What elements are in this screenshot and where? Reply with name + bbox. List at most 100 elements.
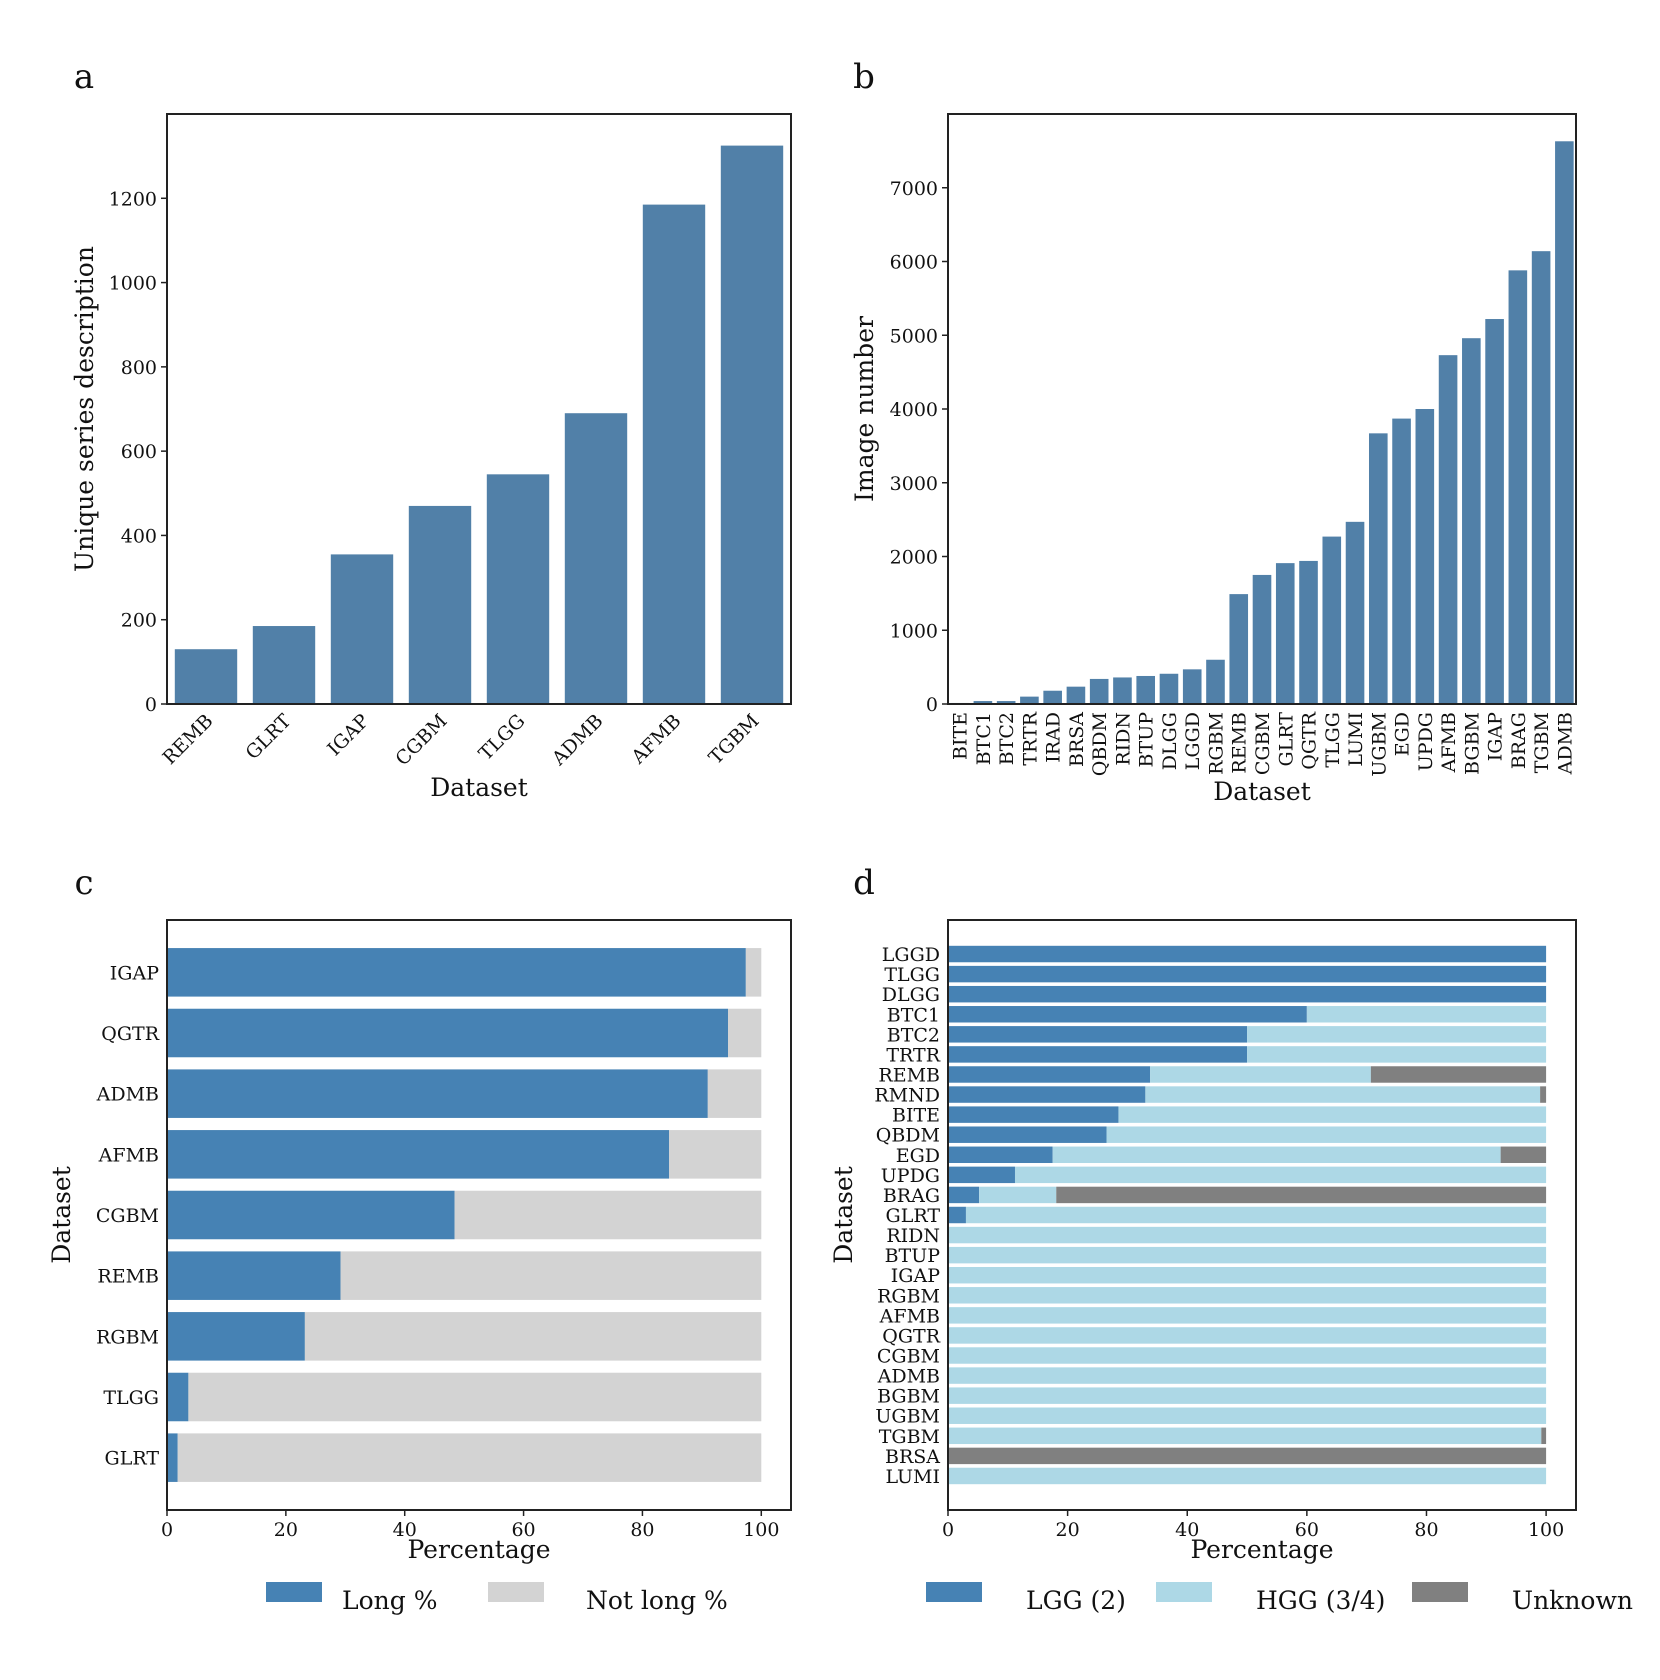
- x-tick-label: ADMB: [547, 710, 607, 770]
- x-tick-label: LUMI: [1345, 712, 1367, 767]
- x-tick-label: 0: [161, 1519, 173, 1541]
- bar-brag-unknown: [1056, 1186, 1547, 1204]
- x-tick-label: 100: [743, 1519, 779, 1541]
- bar-igap: [330, 554, 394, 704]
- x-tick-label: BRSA: [1066, 712, 1088, 767]
- x-tick-label: EGD: [1392, 712, 1414, 756]
- bar-egd-unknown: [1500, 1146, 1547, 1164]
- y-axis-title: Unique series description: [70, 246, 99, 572]
- bar-lumi: [1345, 521, 1365, 704]
- bar-trtr: [1020, 696, 1039, 704]
- y-tick-label: GLRT: [105, 1448, 160, 1470]
- bar-lggd-lgg-2: [948, 945, 1547, 963]
- y-tick-label: DLGG: [882, 984, 940, 1006]
- bar-cgbm-long: [167, 1190, 455, 1240]
- x-tick-label: 80: [1414, 1519, 1438, 1541]
- y-tick-label: TLGG: [103, 1387, 159, 1409]
- bar-glrt-lgg-2: [948, 1206, 966, 1224]
- bar-brsa: [1066, 686, 1086, 704]
- bar-tgbm: [720, 145, 784, 704]
- y-axis-title: Dataset: [47, 1166, 76, 1264]
- bar-tgbm-unknown: [1541, 1427, 1547, 1445]
- bar-tlgg-lgg-2: [948, 965, 1547, 983]
- y-tick-label: IGAP: [891, 1265, 940, 1287]
- y-tick-label: 6000: [890, 252, 938, 274]
- y-tick-label: CGBM: [96, 1205, 159, 1227]
- bar-igap-hgg-3-4: [948, 1266, 1547, 1284]
- bar-igap: [1485, 319, 1504, 704]
- bar-igap-long: [167, 948, 746, 997]
- bar-remb-long: [167, 1251, 341, 1300]
- bar-trtr-hgg-3-4: [1247, 1046, 1547, 1063]
- legend-swatch: [266, 1582, 322, 1602]
- y-tick-label: LGGD: [882, 944, 940, 966]
- y-tick-label: 1000: [890, 620, 938, 642]
- x-axis-title: Dataset: [1213, 777, 1311, 806]
- x-axis-title: Dataset: [430, 773, 528, 802]
- bar-afmb: [642, 204, 706, 704]
- bar-btc2-lgg-2: [948, 1026, 1248, 1043]
- panel-letter-a: a: [74, 57, 94, 97]
- bar-rgbm-not-long: [304, 1312, 762, 1361]
- bar-remb: [174, 649, 238, 704]
- bar-dlgg-lgg-2: [948, 985, 1547, 1003]
- bar-bite-lgg-2: [948, 1106, 1119, 1123]
- y-tick-label: TGBM: [879, 1426, 940, 1448]
- x-tick-label: 20: [1056, 1519, 1080, 1541]
- y-tick-label: BITE: [892, 1105, 940, 1127]
- x-tick-label: QBDM: [1089, 712, 1111, 776]
- x-tick-label: 80: [630, 1519, 654, 1541]
- y-tick-label: BTC2: [887, 1024, 940, 1046]
- bar-tgbm-hgg-3-4: [948, 1427, 1542, 1445]
- bar-btc1-lgg-2: [948, 1006, 1307, 1023]
- x-tick-label: BTC2: [996, 712, 1018, 765]
- x-axis-title: Percentage: [1190, 1535, 1333, 1564]
- x-tick-label: TGBM: [705, 710, 764, 769]
- bar-updg-lgg-2: [948, 1166, 1015, 1184]
- bar-glrt: [252, 626, 316, 704]
- bar-glrt-long: [167, 1433, 178, 1482]
- legend-label: LGG (2): [1026, 1586, 1126, 1615]
- bar-egd-hgg-3-4: [1052, 1146, 1501, 1164]
- bar-remb: [1229, 594, 1249, 704]
- bar-brag-lgg-2: [948, 1186, 980, 1204]
- bar-admb: [1555, 141, 1574, 705]
- legend-swatch: [926, 1582, 982, 1602]
- bar-brag: [1508, 270, 1528, 704]
- legend-label: Long %: [342, 1586, 437, 1615]
- y-tick-label: BTC1: [887, 1004, 940, 1026]
- y-tick-label: 0: [926, 694, 938, 716]
- x-tick-label: REMB: [1229, 712, 1251, 774]
- panel-letter-d: d: [853, 863, 875, 903]
- y-axis-title: Dataset: [829, 1166, 858, 1264]
- bar-tlgg-long: [167, 1372, 189, 1422]
- bar-qgtr-long: [167, 1008, 729, 1058]
- bar-btup-hgg-3-4: [948, 1246, 1547, 1264]
- panel-c: IGAP QGTR ADMB AFMB CGBM REMB RGBM TLGG GLRT c 0 20…: [47, 863, 792, 1615]
- y-tick-label: BTUP: [885, 1245, 941, 1267]
- x-tick-label: ADMB: [1554, 712, 1576, 775]
- bar-admb-long: [167, 1069, 708, 1118]
- y-tick-label: 3000: [890, 473, 938, 495]
- plot-frame: [166, 919, 792, 1511]
- bar-qbdm: [1089, 678, 1109, 704]
- x-tick-label: GLRT: [241, 710, 295, 764]
- legend-swatch: [1412, 1582, 1468, 1602]
- x-tick-label: 40: [393, 1519, 417, 1541]
- bar-tlgg: [1322, 536, 1342, 704]
- x-tick-label: CGBM: [1252, 712, 1274, 775]
- y-tick-label: IGAP: [110, 962, 159, 984]
- x-tick-label: AFMB: [1438, 712, 1460, 773]
- bar-admb: [564, 413, 628, 704]
- bar-cgbm-hgg-3-4: [948, 1347, 1547, 1364]
- panel-letter-b: b: [853, 57, 875, 97]
- bar-tgbm: [1531, 251, 1551, 705]
- y-tick-label: EGD: [896, 1145, 940, 1167]
- y-tick-label: QGTR: [101, 1023, 159, 1045]
- bar-qbdm-lgg-2: [948, 1126, 1107, 1143]
- panel-a: a 0 200 400 600 800 1000 1200 REMB GLRT IGAP CGBM TL…: [70, 57, 792, 802]
- bar-brag-hgg-3-4: [979, 1186, 1057, 1204]
- bar-glrt: [1275, 563, 1295, 704]
- x-tick-label: UGBM: [1368, 712, 1390, 777]
